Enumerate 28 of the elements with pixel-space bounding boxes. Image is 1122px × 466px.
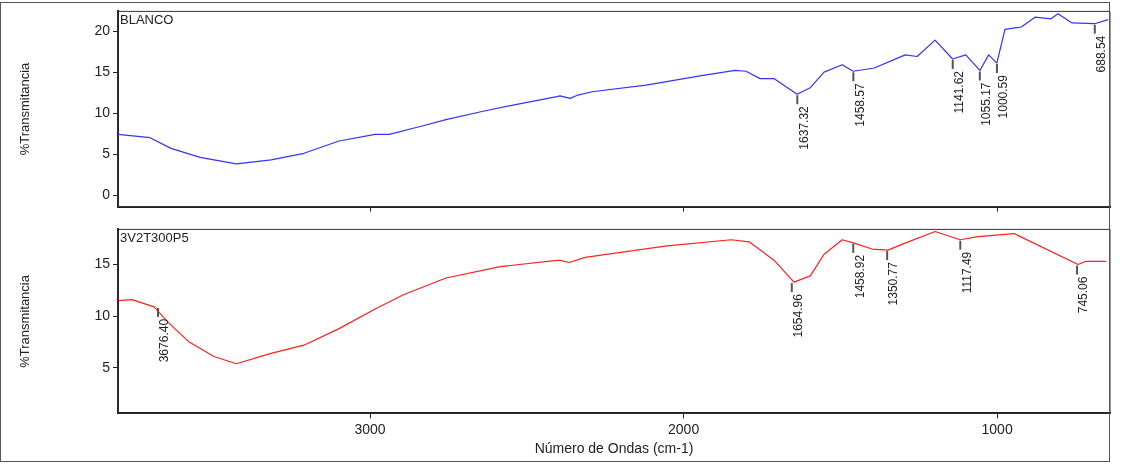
- annotation: 1350.77: [886, 261, 901, 306]
- y-tick-label: 15: [94, 62, 111, 79]
- y-tick-label: 10: [94, 103, 111, 120]
- y-tick-label: 15: [94, 255, 111, 272]
- annotation: 745.06: [1076, 276, 1091, 314]
- text: BLANCO: [120, 12, 174, 28]
- x-tick-label: 1000: [981, 420, 1013, 437]
- annotation: 1654.96: [791, 293, 806, 338]
- y-tick-label: 5: [102, 144, 111, 161]
- y-tick-label: 10: [94, 307, 111, 324]
- x-tick-label: 2000: [668, 420, 700, 437]
- annotation: 688.54: [1094, 35, 1109, 73]
- annotation: 1117.49: [959, 251, 974, 294]
- x-axis-title: Número de Ondas (cm-1): [534, 440, 694, 457]
- y-tick-label: 5: [102, 358, 111, 375]
- y-axis-title: %Transmitancia: [17, 61, 33, 156]
- y-axis-title: %Transmitancia: [17, 274, 33, 368]
- annotation: 1000.59: [996, 74, 1011, 119]
- annotation: 1637.32: [796, 105, 811, 150]
- annotation: 1458.92: [852, 254, 867, 299]
- annotation: 1458.57: [852, 82, 867, 127]
- annotation: 1141.62: [952, 70, 967, 114]
- y-tick-label: 0: [102, 185, 111, 202]
- x-tick-label: 3000: [354, 420, 386, 437]
- y-tick-label: 20: [94, 21, 111, 38]
- annotation: 1055.17: [979, 82, 994, 126]
- text: 3V2T300P5: [120, 230, 189, 246]
- annotation: 3676.40: [157, 318, 172, 363]
